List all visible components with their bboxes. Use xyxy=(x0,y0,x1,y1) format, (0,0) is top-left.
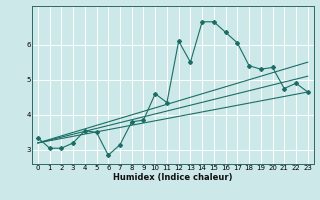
X-axis label: Humidex (Indice chaleur): Humidex (Indice chaleur) xyxy=(113,173,233,182)
